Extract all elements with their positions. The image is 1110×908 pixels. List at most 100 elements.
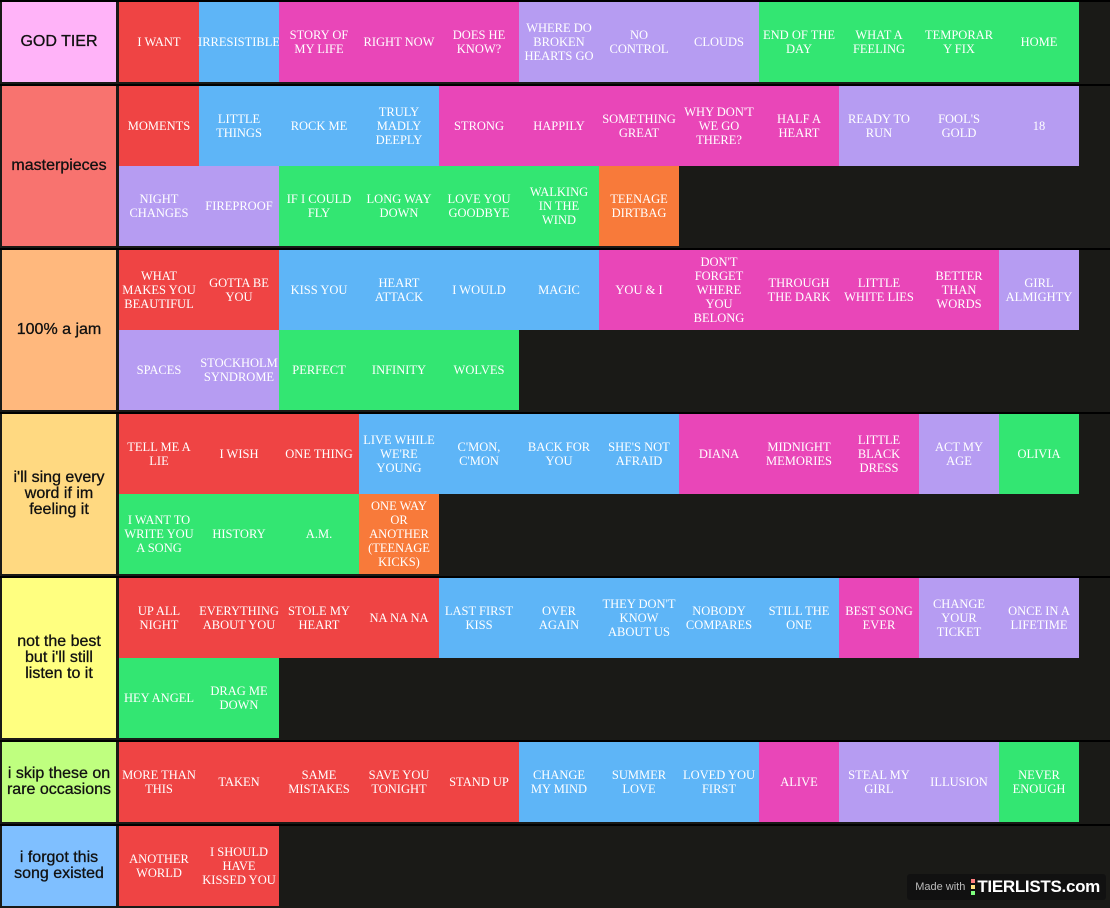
- song-tile[interactable]: BEST SONG EVER: [839, 578, 919, 658]
- song-tile[interactable]: IF I COULD FLY: [279, 166, 359, 246]
- tier-label[interactable]: 100% a jam: [2, 250, 116, 410]
- song-tile[interactable]: HEART ATTACK: [359, 250, 439, 330]
- song-tile[interactable]: HALF A HEART: [759, 86, 839, 166]
- song-tile[interactable]: NOBODY COMPARES: [679, 578, 759, 658]
- song-tile[interactable]: TEENAGE DIRTBAG: [599, 166, 679, 246]
- song-tile[interactable]: ALIVE: [759, 742, 839, 822]
- song-tile[interactable]: ILLUSION: [919, 742, 999, 822]
- song-tile[interactable]: FIREPROOF: [199, 166, 279, 246]
- song-tile[interactable]: NIGHT CHANGES: [119, 166, 199, 246]
- song-tile[interactable]: DIANA: [679, 414, 759, 494]
- song-tile[interactable]: EVERYTHING ABOUT YOU: [199, 578, 279, 658]
- song-tile[interactable]: SOMETHING GREAT: [599, 86, 679, 166]
- tier-label[interactable]: not the best but i'll still listen to it: [2, 578, 116, 738]
- song-tile[interactable]: MOMENTS: [119, 86, 199, 166]
- song-tile[interactable]: SPACES: [119, 330, 199, 410]
- song-tile[interactable]: STORY OF MY LIFE: [279, 2, 359, 82]
- song-tile[interactable]: GIRL ALMIGHTY: [999, 250, 1079, 330]
- song-tile[interactable]: DRAG ME DOWN: [199, 658, 279, 738]
- song-tile[interactable]: DON'T FORGET WHERE YOU BELONG: [679, 250, 759, 330]
- song-tile[interactable]: STRONG: [439, 86, 519, 166]
- song-tile[interactable]: TELL ME A LIE: [119, 414, 199, 494]
- song-tile[interactable]: NO CONTROL: [599, 2, 679, 82]
- song-tile[interactable]: NA NA NA: [359, 578, 439, 658]
- song-tile[interactable]: LITTLE THINGS: [199, 86, 279, 166]
- song-tile[interactable]: MORE THAN THIS: [119, 742, 199, 822]
- song-tile[interactable]: ROCK ME: [279, 86, 359, 166]
- song-tile[interactable]: MIDNIGHT MEMORIES: [759, 414, 839, 494]
- song-tile[interactable]: OLIVIA: [999, 414, 1079, 494]
- song-tile[interactable]: LOVE YOU GOODBYE: [439, 166, 519, 246]
- song-tile[interactable]: TEMPORARY FIX: [919, 2, 999, 82]
- song-tile[interactable]: STOCKHOLM SYNDROME: [199, 330, 279, 410]
- tier-label[interactable]: i forgot this song existed: [2, 826, 116, 906]
- song-tile[interactable]: WHAT MAKES YOU BEAUTIFUL: [119, 250, 199, 330]
- tier-label[interactable]: i skip these on rare occasions: [2, 742, 116, 822]
- song-tile[interactable]: ONE THING: [279, 414, 359, 494]
- song-tile[interactable]: BACK FOR YOU: [519, 414, 599, 494]
- song-tile[interactable]: CHANGE MY MIND: [519, 742, 599, 822]
- song-tile[interactable]: ACT MY AGE: [919, 414, 999, 494]
- song-tile[interactable]: LOVED YOU FIRST: [679, 742, 759, 822]
- song-tile[interactable]: I WANT TO WRITE YOU A SONG: [119, 494, 199, 574]
- song-tile[interactable]: CLOUDS: [679, 2, 759, 82]
- song-tile[interactable]: RIGHT NOW: [359, 2, 439, 82]
- song-tile[interactable]: STAND UP: [439, 742, 519, 822]
- song-tile[interactable]: SUMMER LOVE: [599, 742, 679, 822]
- song-tile[interactable]: ONCE IN A LIFETIME: [999, 578, 1079, 658]
- song-tile[interactable]: MAGIC: [519, 250, 599, 330]
- tier-label[interactable]: i'll sing every word if im feeling it: [2, 414, 116, 574]
- song-tile[interactable]: TRULY MADLY DEEPLY: [359, 86, 439, 166]
- song-tile[interactable]: TAKEN: [199, 742, 279, 822]
- song-tile[interactable]: NEVER ENOUGH: [999, 742, 1079, 822]
- song-tile[interactable]: I WANT: [119, 2, 199, 82]
- song-tile[interactable]: WHY DON'T WE GO THERE?: [679, 86, 759, 166]
- song-tile[interactable]: UP ALL NIGHT: [119, 578, 199, 658]
- song-tile[interactable]: ONE WAY OR ANOTHER (TEENAGE KICKS): [359, 494, 439, 574]
- song-tile[interactable]: WOLVES: [439, 330, 519, 410]
- song-tile[interactable]: STEAL MY GIRL: [839, 742, 919, 822]
- song-tile[interactable]: OVER AGAIN: [519, 578, 599, 658]
- song-tile[interactable]: SAVE YOU TONIGHT: [359, 742, 439, 822]
- song-tile[interactable]: A.M.: [279, 494, 359, 574]
- song-tile[interactable]: C'MON, C'MON: [439, 414, 519, 494]
- song-tile[interactable]: SAME MISTAKES: [279, 742, 359, 822]
- watermark[interactable]: Made with TIERLISTS.com: [907, 874, 1106, 900]
- song-tile[interactable]: WHAT A FEELING: [839, 2, 919, 82]
- song-tile[interactable]: SHE'S NOT AFRAID: [599, 414, 679, 494]
- song-tile[interactable]: STOLE MY HEART: [279, 578, 359, 658]
- song-tile[interactable]: PERFECT: [279, 330, 359, 410]
- song-tile[interactable]: I WOULD: [439, 250, 519, 330]
- song-tile[interactable]: FOOL'S GOLD: [919, 86, 999, 166]
- song-tile[interactable]: LITTLE WHITE LIES: [839, 250, 919, 330]
- song-tile[interactable]: KISS YOU: [279, 250, 359, 330]
- song-tile[interactable]: WALKING IN THE WIND: [519, 166, 599, 246]
- song-tile[interactable]: THROUGH THE DARK: [759, 250, 839, 330]
- song-tile[interactable]: LITTLE BLACK DRESS: [839, 414, 919, 494]
- song-tile[interactable]: LAST FIRST KISS: [439, 578, 519, 658]
- song-tile[interactable]: I WISH: [199, 414, 279, 494]
- song-tile[interactable]: END OF THE DAY: [759, 2, 839, 82]
- song-tile[interactable]: LONG WAY DOWN: [359, 166, 439, 246]
- song-tile[interactable]: GOTTA BE YOU: [199, 250, 279, 330]
- song-tile[interactable]: HAPPILY: [519, 86, 599, 166]
- song-tile[interactable]: HISTORY: [199, 494, 279, 574]
- song-tile[interactable]: ANOTHER WORLD: [119, 826, 199, 906]
- song-tile[interactable]: THEY DON'T KNOW ABOUT US: [599, 578, 679, 658]
- song-tile[interactable]: BETTER THAN WORDS: [919, 250, 999, 330]
- song-tile[interactable]: STILL THE ONE: [759, 578, 839, 658]
- tier-label[interactable]: masterpieces: [2, 86, 116, 246]
- song-tile[interactable]: YOU & I: [599, 250, 679, 330]
- song-tile[interactable]: LIVE WHILE WE'RE YOUNG: [359, 414, 439, 494]
- song-tile[interactable]: I SHOULD HAVE KISSED YOU: [199, 826, 279, 906]
- song-tile[interactable]: INFINITY: [359, 330, 439, 410]
- song-tile[interactable]: DOES HE KNOW?: [439, 2, 519, 82]
- song-tile[interactable]: WHERE DO BROKEN HEARTS GO: [519, 2, 599, 82]
- song-tile[interactable]: IRRESISTIBLE: [198, 2, 280, 82]
- tier-label[interactable]: GOD TIER: [2, 2, 116, 82]
- song-tile[interactable]: HEY ANGEL: [119, 658, 199, 738]
- song-tile[interactable]: READY TO RUN: [839, 86, 919, 166]
- song-tile[interactable]: 18: [999, 86, 1079, 166]
- song-tile[interactable]: HOME: [999, 2, 1079, 82]
- song-tile[interactable]: CHANGE YOUR TICKET: [919, 578, 999, 658]
